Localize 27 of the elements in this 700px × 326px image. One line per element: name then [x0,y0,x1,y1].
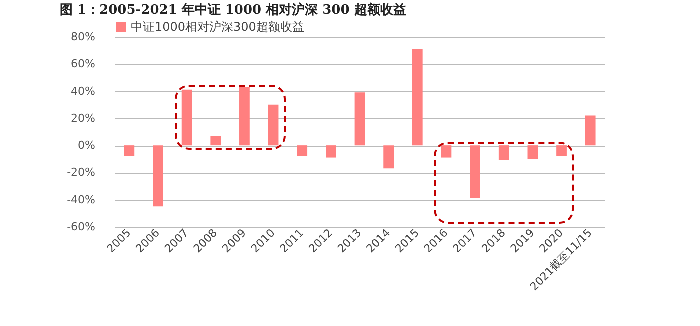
y-tick-label: 80% [71,30,96,44]
bar [498,146,510,160]
bar [528,146,538,160]
bar [240,87,250,146]
bar [412,49,423,146]
y-tick-label: -20% [67,166,96,180]
bar [210,136,222,146]
bar [354,92,366,146]
bar [297,146,308,156]
bar [124,146,135,156]
y-tick-label: 60% [71,58,96,71]
bar [326,146,336,158]
y-tick-label: 0% [78,139,96,152]
y-tick-label: -60% [67,220,96,234]
y-tick-label: 40% [71,84,96,98]
bar [441,146,452,158]
bar [585,116,596,146]
bar [470,146,480,198]
bar [556,146,567,156]
bar [182,90,192,146]
bar [384,146,394,169]
y-tick-label: -40% [67,193,96,206]
bar [153,146,164,207]
legend-label: 中证1000相对沪深300超额收益 [131,20,304,34]
bar [268,104,279,146]
y-tick-label: 20% [71,112,96,125]
chart-title: 图 1：2005-2021 年中证 1000 相对沪深 300 超额收益 [60,2,406,18]
